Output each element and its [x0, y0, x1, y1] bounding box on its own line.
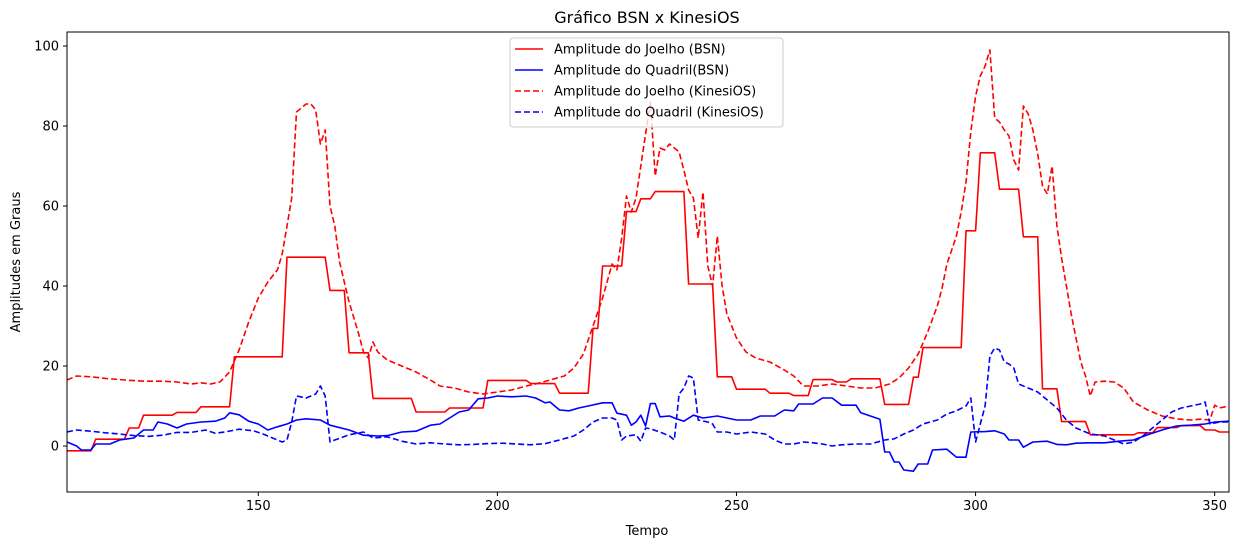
legend-label-3: Amplitude do Joelho (KinesiOS) — [554, 85, 756, 100]
y-tick-label: 40 — [42, 280, 59, 295]
x-tick-label: 250 — [724, 499, 749, 514]
legend: Amplitude do Joelho (BSN) Amplitude do Qu… — [509, 37, 784, 128]
series-line-2 — [67, 395, 1229, 472]
y-tick-label: 20 — [42, 360, 59, 375]
legend-label-1: Amplitude do Joelho (BSN) — [554, 43, 726, 58]
x-tick-label: 200 — [485, 499, 510, 514]
y-axis-label: Amplitudes em Graus — [9, 191, 24, 332]
x-tick-label: 150 — [246, 499, 271, 514]
y-tick-label: 60 — [42, 200, 59, 215]
x-axis-label: Tempo — [625, 524, 669, 539]
chart-title: Gráfico BSN x KinesiOS — [554, 8, 739, 27]
series-line-4 — [67, 347, 1229, 447]
legend-box — [509, 37, 784, 128]
x-axis-ticks: 150 200 250 300 350 — [246, 492, 1227, 514]
y-tick-label: 80 — [42, 120, 59, 135]
y-axis-ticks: 0 20 40 60 80 100 — [34, 40, 67, 455]
y-tick-label: 100 — [34, 40, 59, 55]
x-tick-label: 300 — [963, 499, 988, 514]
series-line-1 — [67, 152, 1229, 452]
legend-label-4: Amplitude do Quadril (KinesiOS) — [554, 106, 764, 121]
series-layer — [67, 49, 1229, 472]
legend-label-2: Amplitude do Quadril(BSN) — [554, 64, 729, 79]
x-tick-label: 350 — [1202, 499, 1227, 514]
plot-frame — [66, 31, 1230, 493]
series-line-3 — [67, 49, 1229, 421]
y-tick-label: 0 — [51, 440, 59, 455]
